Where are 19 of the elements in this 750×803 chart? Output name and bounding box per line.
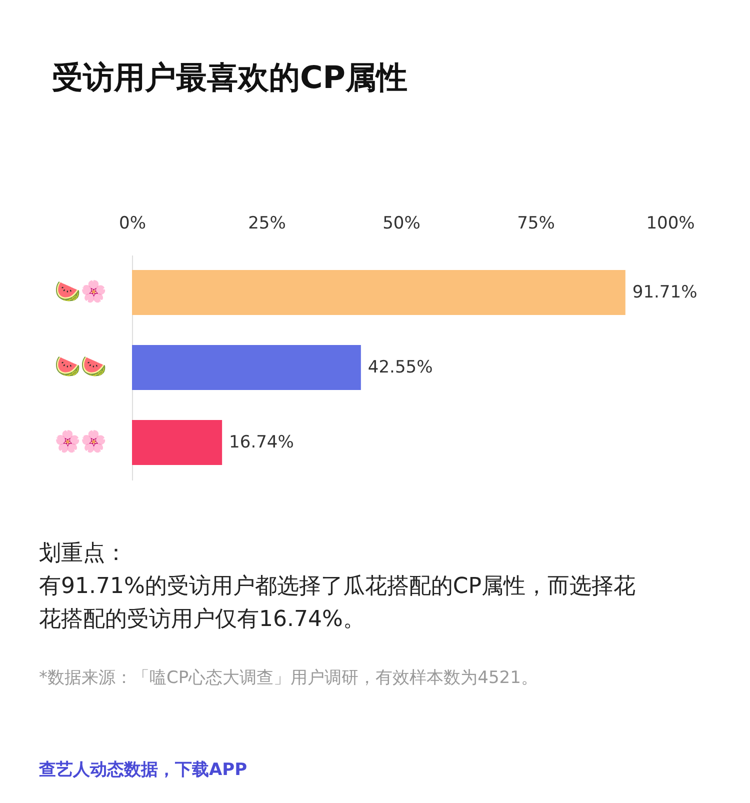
- y-tick-label: 🍉🌸: [54, 278, 106, 304]
- bar: [132, 420, 222, 465]
- text: 查艺人动态数据，下载APP: [38, 760, 248, 780]
- y-tick-label: 🍉🍉: [54, 354, 106, 378]
- x-tick-label: 100%: [646, 214, 695, 234]
- data-label: 42.55%: [368, 358, 433, 378]
- x-tick-label: 50%: [382, 214, 420, 234]
- bar: [132, 345, 361, 390]
- y-tick-label: 🌸🌸: [54, 428, 106, 454]
- text: 划重点：: [39, 541, 127, 566]
- text: 有91.71%的受访用户都选择了瓜花搭配的CP属性，而选择花花搭配的受访用户仅有16.74%。: [39, 574, 636, 632]
- bar: [132, 270, 626, 315]
- text: *数据来源：「嗑CP心态大调查」用户调研，有效样本数为4521。: [39, 668, 538, 688]
- chart-title: 受访用户最喜欢的CP属性: [52, 60, 408, 96]
- x-tick-label: 25%: [248, 214, 286, 234]
- x-tick-label: 0%: [119, 214, 146, 234]
- data-label: 91.71%: [632, 282, 698, 302]
- x-tick-label: 75%: [517, 214, 555, 234]
- data-label: 16.74%: [229, 432, 294, 452]
